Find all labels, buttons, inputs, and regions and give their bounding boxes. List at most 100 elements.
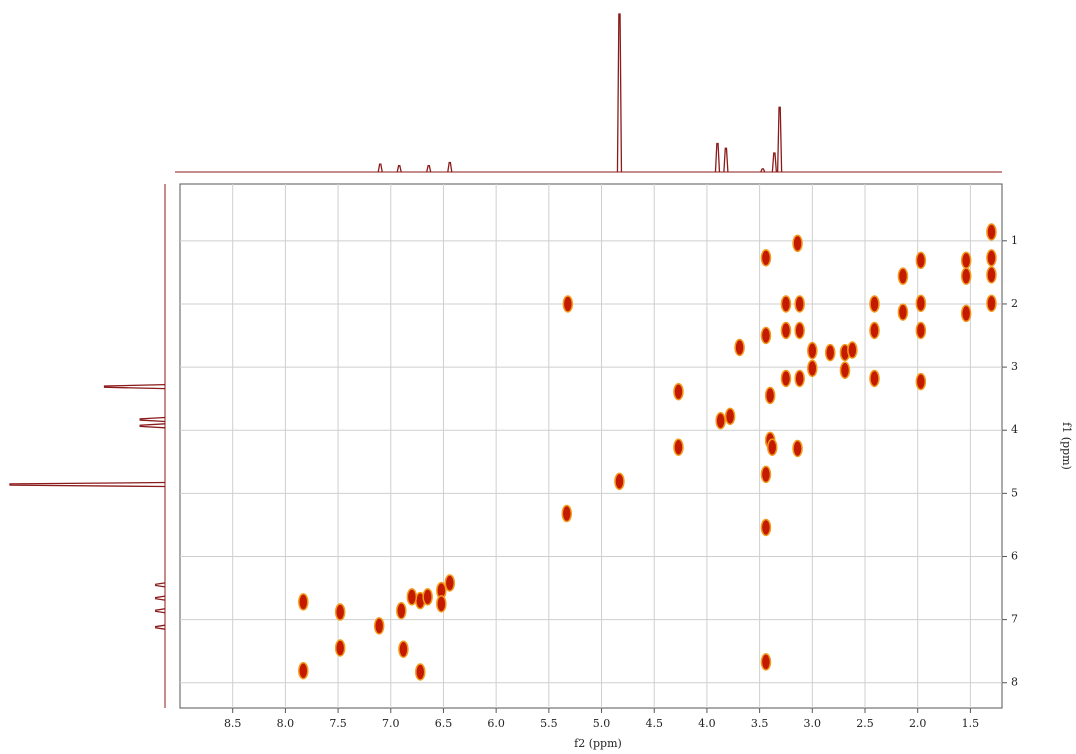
cross-peak — [897, 267, 909, 285]
y-tick-label: 3 — [1011, 360, 1018, 373]
cross-peak — [614, 472, 625, 491]
cross-peak — [807, 341, 818, 360]
projection-peak — [9, 481, 166, 488]
projection-peak — [447, 161, 453, 173]
projection-peak — [714, 142, 721, 173]
cross-peak — [807, 359, 818, 378]
cross-peak — [986, 249, 997, 267]
cross-peak — [673, 382, 684, 401]
cross-peak — [444, 574, 456, 592]
cross-peak — [334, 603, 346, 621]
cross-peak — [760, 465, 772, 484]
cross-peak — [373, 617, 385, 635]
cross-peak — [915, 321, 927, 340]
cross-peak — [396, 602, 407, 620]
cross-peak — [986, 223, 997, 241]
x-tick-label: 6.0 — [487, 717, 505, 730]
projection-peak — [377, 163, 383, 173]
cross-peak — [792, 439, 803, 458]
cross-peak — [415, 663, 426, 681]
cross-peak — [562, 295, 574, 313]
cross-peak — [422, 588, 433, 606]
cross-peak — [915, 372, 927, 391]
y-tick-label: 2 — [1011, 297, 1018, 310]
x-tick-label: 1.5 — [962, 717, 980, 730]
cross-peak — [406, 588, 418, 606]
x-tick-label: 2.0 — [909, 717, 927, 730]
cross-peak — [869, 321, 880, 340]
cross-peak — [561, 504, 573, 523]
cross-peak — [794, 321, 805, 340]
projection-peak — [426, 165, 432, 173]
projection-peak — [139, 416, 166, 423]
cross-peak — [960, 267, 972, 285]
projection-peak — [396, 165, 402, 173]
cross-peak — [734, 338, 745, 357]
projection-peak — [139, 423, 166, 429]
cross-peak — [334, 639, 346, 657]
projection-peak — [723, 147, 729, 173]
y-tick-label: 7 — [1011, 613, 1018, 626]
cross-peak — [794, 295, 805, 313]
cross-peak — [780, 369, 792, 388]
cross-peak — [673, 438, 684, 457]
x-tick-label: 8.0 — [277, 717, 295, 730]
y-tick-label: 8 — [1011, 676, 1018, 689]
cross-peak — [794, 369, 805, 388]
projection-peak — [771, 152, 778, 173]
x-tick-label: 6.5 — [435, 717, 453, 730]
y-tick-label: 6 — [1011, 549, 1018, 562]
x-tick-label: 5.5 — [540, 717, 558, 730]
cross-peak — [915, 294, 927, 313]
y-tick-label: 4 — [1011, 423, 1018, 436]
x-tick-label: 7.5 — [329, 717, 347, 730]
y-tick-label: 1 — [1011, 234, 1018, 247]
x-tick-label: 3.0 — [804, 717, 822, 730]
cross-peak — [986, 294, 997, 313]
cross-peak — [780, 321, 792, 340]
cross-peak — [869, 295, 880, 313]
cross-peak — [760, 326, 772, 345]
x-tick-label: 4.5 — [645, 717, 663, 730]
cross-peak — [897, 303, 909, 321]
x-tick-label: 3.5 — [751, 717, 769, 730]
cross-peak — [780, 295, 792, 313]
projection-peak — [155, 624, 166, 630]
cross-peak — [986, 266, 997, 284]
cross-peak — [824, 343, 836, 362]
y-axis-label: f1 (ppm) — [1060, 422, 1073, 470]
cross-peak — [847, 341, 858, 359]
x-tick-label: 5.0 — [593, 717, 611, 730]
projection-peak — [155, 582, 166, 588]
x-tick-label: 7.0 — [382, 717, 400, 730]
cross-peak — [960, 304, 972, 323]
projection-peak — [103, 384, 166, 390]
cross-peak — [760, 653, 772, 671]
cross-peak — [767, 438, 778, 457]
cross-peak — [839, 361, 851, 379]
cross-peak — [792, 234, 803, 253]
cross-peak — [764, 386, 776, 405]
cross-peak — [724, 407, 736, 426]
cross-peak — [760, 518, 772, 537]
projection-peak — [155, 595, 166, 601]
x-tick-label: 2.5 — [856, 717, 874, 730]
cross-peak — [398, 640, 409, 659]
cross-peak — [760, 249, 772, 267]
cross-peak — [869, 369, 880, 388]
cross-peak — [915, 251, 927, 270]
projection-peak — [616, 13, 623, 173]
x-axis-label: f2 (ppm) — [574, 737, 622, 750]
projection-peak — [760, 168, 766, 173]
x-tick-label: 8.5 — [224, 717, 242, 730]
x-tick-label: 4.0 — [698, 717, 716, 730]
projection-peak — [776, 106, 783, 173]
projection-peak — [155, 608, 166, 614]
cross-peak — [298, 662, 309, 680]
y-tick-label: 5 — [1011, 486, 1018, 499]
cross-peak — [298, 593, 309, 611]
plot-frame — [179, 183, 1003, 709]
cross-peak — [715, 411, 726, 430]
